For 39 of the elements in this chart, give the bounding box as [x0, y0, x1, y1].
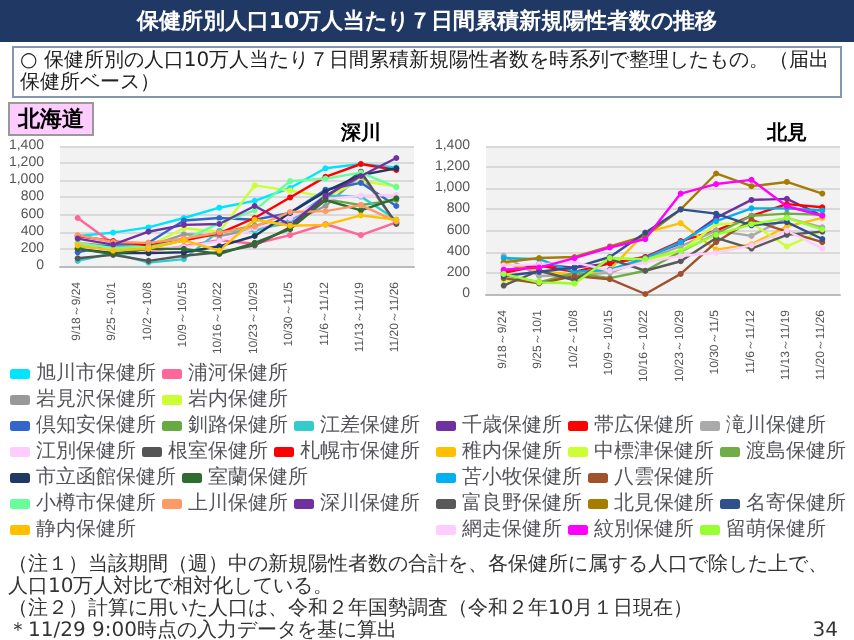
text: 深川 — [338, 121, 381, 145]
legend-label: 室蘭保健所 — [208, 465, 308, 489]
legend-label: 江差保健所 — [320, 413, 420, 437]
legend-label: 滝川保健所 — [726, 413, 826, 437]
chart-subtitle: ○ 保健所別の人口10万人当たり７日間累積新規陽性者数を時系列で整理したもの。（届出保健所ベース） — [12, 46, 842, 98]
text: （注２）計算に用いた人口は、令和２年国勢調査（令和２年10月１日現在） — [8, 598, 696, 620]
text: ＊11/29 9:00時点の入力データを基に算出 — [8, 620, 397, 640]
chart-title: 保健所別人口10万人当たり７日間累積新規陽性者数の推移 — [0, 0, 854, 42]
legend-label: 苫小牧保健所 — [462, 465, 582, 489]
legend-label: 釧路保健所 — [188, 413, 288, 437]
text: 34 — [812, 620, 838, 640]
text: 北見 — [764, 121, 807, 145]
legend-label: 上川保健所 — [188, 491, 288, 515]
legend-label: 千歳保健所 — [462, 413, 562, 437]
legend-label: 岩見沢保健所 — [36, 387, 156, 411]
legend-label: 富良野保健所 — [462, 491, 582, 515]
legend-label: 渡島保健所 — [746, 439, 846, 463]
legend-label: 根室保健所 — [168, 439, 268, 463]
legend-label: 札幌市保健所 — [300, 439, 420, 463]
legend-label: 静内保健所 — [36, 517, 136, 541]
legend-label: 北見保健所 — [614, 491, 714, 515]
text: （注１）当該期間（週）中の新規陽性者数の合計を、各保健所に属する人口で除した上で、人口10万人対比で相対化している。 — [8, 554, 830, 598]
legend-label: 市立函館保健所 — [36, 465, 176, 489]
legend-label: 八雲保健所 — [614, 465, 714, 489]
legend-label: 小樽市保健所 — [36, 491, 156, 515]
legend-label: 深川保健所 — [320, 491, 420, 515]
legend-label: 紋別保健所 — [594, 517, 694, 541]
legend-label: 倶知安保健所 — [36, 413, 156, 437]
legend-label: 江別保健所 — [36, 439, 136, 463]
text: 北海道 — [8, 102, 94, 136]
legend-label: 浦河保健所 — [188, 361, 288, 385]
legend-label: 稚内保健所 — [462, 439, 562, 463]
legend-label: 名寄保健所 — [746, 491, 846, 515]
legend-label: 中標津保健所 — [594, 439, 714, 463]
legend-label: 帯広保健所 — [594, 413, 694, 437]
legend-label: 旭川市保健所 — [36, 361, 156, 385]
legend-label: 網走保健所 — [460, 517, 562, 541]
legend-label: 岩内保健所 — [188, 387, 288, 411]
legend-label: 留萌保健所 — [726, 517, 826, 541]
